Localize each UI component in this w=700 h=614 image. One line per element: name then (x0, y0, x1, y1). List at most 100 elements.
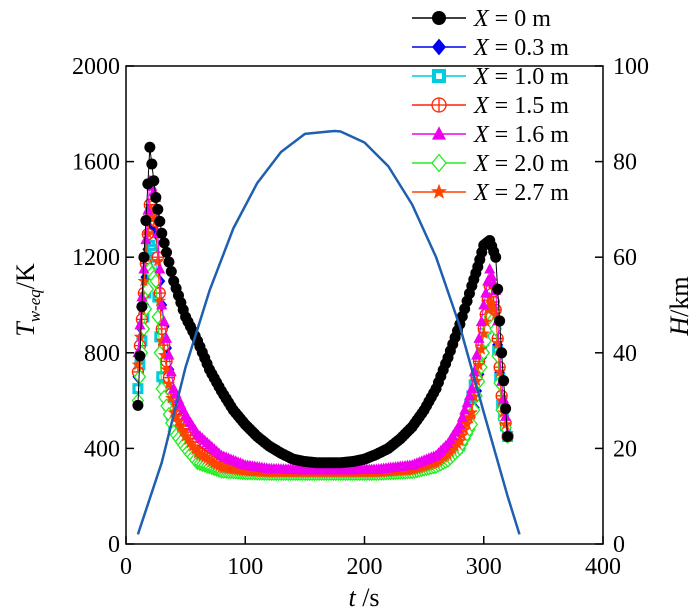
data-point (149, 273, 163, 289)
x-tick-label: 0 (120, 554, 132, 580)
legend-var: X (473, 35, 490, 61)
data-point (155, 334, 169, 347)
data-point (140, 270, 152, 284)
data-point (466, 382, 478, 394)
legend-value: = 0 m (489, 6, 552, 32)
legend-item: X = 2.0 m (412, 151, 569, 177)
data-point (186, 439, 200, 452)
left-y-tick-label: 1600 (72, 150, 120, 176)
data-point (486, 270, 498, 281)
x-axis-title: t /s (348, 583, 379, 612)
data-point (133, 330, 147, 343)
x-axis: 0 100 200 300 400 (120, 536, 621, 580)
data-point (480, 287, 492, 298)
data-point (134, 318, 146, 330)
data-point (165, 365, 177, 377)
data-point (146, 158, 158, 170)
series-x-4 (132, 174, 514, 475)
legend-var: X (473, 6, 490, 32)
legend-marker (432, 69, 446, 83)
data-point (141, 281, 155, 297)
data-point (458, 423, 471, 436)
legend-marker (431, 153, 447, 173)
x-tick-label: 300 (466, 554, 502, 580)
data-point (461, 396, 473, 408)
legend-value: = 0.3 m (489, 35, 570, 61)
left-y-axis-title: Tw-eq/K (11, 263, 44, 337)
series-x-0 (132, 141, 514, 469)
x-axis-unit: /s (356, 583, 380, 612)
legend-marker (431, 97, 447, 113)
data-point (491, 336, 504, 349)
altitude-curve (136, 129, 521, 535)
data-point (454, 418, 466, 429)
data-point (172, 415, 185, 428)
data-point (147, 210, 161, 223)
legend-marker (431, 183, 447, 199)
right-y-tick-label: 100 (613, 54, 649, 80)
data-point (479, 315, 493, 328)
legend-label: X = 1.5 m (473, 93, 569, 119)
data-point (163, 256, 175, 268)
legend: X = 0 mX = 0.3 mX = 1.0 mX = 1.5 mX = 1.… (412, 6, 569, 206)
left-y-tick-label: 800 (84, 341, 120, 367)
legend-var: X (473, 64, 490, 90)
data-point (489, 307, 502, 320)
plot-area (131, 129, 521, 535)
left-y-tick-label: 1200 (72, 245, 120, 271)
data-point (470, 374, 483, 387)
data-point (499, 417, 512, 430)
data-point (151, 254, 165, 267)
data-point (132, 399, 144, 411)
legend-label: X = 2.7 m (473, 180, 569, 206)
data-point (156, 371, 168, 383)
data-point (154, 331, 166, 343)
legend-item: X = 0 m (412, 6, 551, 32)
x-tick-label: 400 (585, 554, 621, 580)
data-point (132, 383, 144, 395)
data-point (134, 350, 146, 362)
data-point (490, 251, 502, 263)
data-point (502, 430, 514, 442)
data-point (484, 263, 496, 274)
data-point (465, 405, 479, 418)
data-point (133, 369, 147, 385)
legend-marker (432, 38, 446, 56)
legend-item: X = 1.6 m (412, 122, 569, 148)
data-point (165, 266, 177, 278)
data-point (487, 302, 500, 315)
legend-item: X = 1.0 m (412, 64, 569, 90)
data-point (500, 403, 512, 415)
x-tick-label: 200 (347, 554, 383, 580)
legend-label: X = 0 m (473, 6, 551, 32)
data-point (485, 296, 498, 309)
data-point (160, 362, 173, 375)
data-point (156, 298, 168, 310)
data-point (467, 390, 481, 403)
legend-label: X = 2.0 m (473, 151, 569, 177)
data-point (140, 233, 152, 245)
left-y-var: T (11, 321, 40, 337)
data-point (188, 443, 202, 456)
left-y-unit: /K (11, 263, 40, 289)
left-y-axis: 0 400 800 1200 1600 2000 (72, 54, 134, 558)
data-point (468, 365, 480, 377)
data-point (453, 434, 467, 447)
right-y-tick-label: 40 (613, 341, 637, 367)
data-point (161, 246, 173, 258)
data-point (150, 191, 162, 203)
data-point (153, 294, 167, 307)
legend-label: X = 1.0 m (473, 64, 569, 90)
data-point (498, 392, 510, 404)
data-point (456, 411, 468, 422)
data-point (475, 315, 487, 327)
data-point (157, 348, 171, 361)
data-point (138, 251, 150, 263)
legend-value: = 1.5 m (489, 93, 570, 119)
x-axis-var: t (348, 583, 356, 612)
data-point (493, 365, 506, 378)
data-point (140, 215, 152, 227)
data-point (154, 215, 166, 227)
legend-value: = 2.0 m (489, 151, 570, 177)
